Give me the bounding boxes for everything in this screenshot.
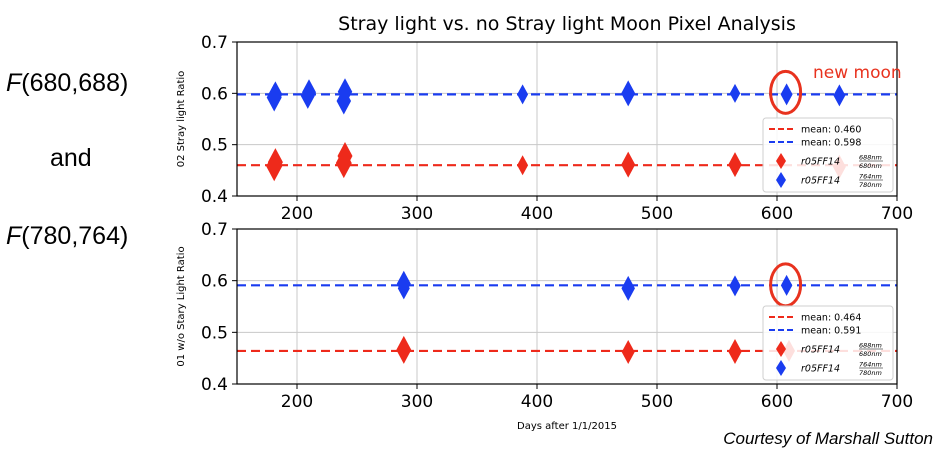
label-func-1: F — [6, 69, 22, 97]
legend-frac-den: 780nm — [859, 369, 882, 377]
legend-label: mean: 0.591 — [801, 326, 861, 337]
data-point-blue — [268, 81, 283, 108]
legend-marker-swatch — [776, 341, 786, 357]
legend-label: r05FF14 — [801, 345, 840, 356]
axes-frame — [236, 228, 898, 385]
label-f-780-764: F(780,764) — [6, 222, 128, 251]
y-tick-label: 0.5 — [201, 136, 228, 156]
legend-marker-swatch — [776, 172, 786, 188]
legend-label: mean: 0.460 — [801, 125, 861, 136]
x-axis-label: Days after 1/1/2015 — [517, 421, 617, 432]
legend-box — [762, 305, 894, 381]
data-point-red — [621, 151, 636, 178]
x-tick-label: 600 — [761, 392, 793, 412]
legend-label: mean: 0.464 — [801, 313, 861, 324]
data-point-blue — [337, 78, 353, 106]
data-point-red — [728, 338, 742, 364]
chart-title: Stray light vs. no Stray light Moon Pixe… — [338, 13, 796, 35]
x-tick-label: 200 — [281, 392, 313, 412]
y-tick-label: 0.4 — [201, 375, 228, 395]
legend-marker-swatch — [776, 153, 786, 169]
data-point-red — [621, 339, 635, 364]
x-tick-label: 300 — [401, 204, 433, 224]
label-args-2: (780,764) — [21, 222, 129, 250]
credit-text: Courtesy of Marshall Sutton — [723, 429, 933, 448]
data-point-red — [517, 155, 529, 176]
legend-frac-den: 680nm — [859, 350, 882, 358]
label-and: and — [50, 144, 92, 172]
data-point-red — [396, 335, 412, 364]
data-point-blue — [302, 79, 316, 106]
x-tick-label: 300 — [401, 392, 433, 412]
legend-frac-den: 680nm — [859, 162, 882, 170]
data-point-blue — [729, 275, 741, 297]
x-tick-label: 200 — [281, 204, 313, 224]
y-tick-label: 0.6 — [201, 272, 228, 292]
legend-frac-num: 764nm — [859, 361, 882, 369]
x-tick-label: 700 — [881, 204, 913, 224]
data-point-blue — [397, 277, 410, 300]
data-point-red — [728, 152, 742, 178]
label-args-1: (680,688) — [21, 69, 129, 97]
x-tick-label: 500 — [641, 204, 673, 224]
data-point-red — [337, 141, 353, 170]
highlight-circle — [769, 69, 803, 115]
legend-label: r05FF14 — [801, 364, 840, 375]
x-tick-label: 500 — [641, 392, 673, 412]
legend-frac-num: 688nm — [859, 154, 882, 162]
data-point-blue — [517, 84, 529, 105]
legend-box — [762, 117, 894, 193]
axes-frame — [236, 41, 898, 197]
data-point-blue — [780, 83, 793, 106]
label-f-680-688: F(680,688) — [6, 69, 128, 98]
legend-label: r05FF14 — [801, 157, 840, 168]
chart-panel-1: 200 300 400 500 600 700 0.4 0.5 0.6 0.7 02 Stray l… — [176, 13, 913, 224]
legend-frac-den: 780nm — [859, 181, 882, 189]
data-point-blue — [780, 274, 793, 296]
y-tick-label: 0.7 — [201, 33, 228, 53]
x-tick-label: 400 — [521, 204, 553, 224]
data-point-blue — [729, 83, 741, 103]
y-tick-label: 0.6 — [201, 84, 228, 104]
y-tick-label: 0.5 — [201, 323, 228, 343]
annotation-new-moon: new moon — [813, 63, 902, 83]
legend-frac-num: 688nm — [859, 342, 882, 350]
data-point-blue — [621, 275, 635, 301]
legend-label: mean: 0.598 — [801, 138, 861, 149]
y-axis-label: 01 w/o Stary Light Ratio — [176, 246, 187, 366]
data-point-blue — [621, 80, 636, 107]
x-tick-label: 600 — [761, 204, 793, 224]
y-tick-label: 0.7 — [201, 220, 228, 240]
y-axis-label: 02 Stray light Ratio — [176, 71, 187, 168]
y-tick-label: 0.4 — [201, 187, 228, 207]
data-point-red — [267, 148, 283, 177]
legend-label: r05FF14 — [801, 176, 840, 187]
chart-panel-2: 200 300 400 500 600 700 0.4 0.5 0.6 0.7 01 w/o Sta… — [176, 220, 913, 432]
data-point-blue — [833, 84, 846, 107]
label-func-2: F — [6, 222, 22, 250]
legend-frac-num: 764nm — [859, 173, 882, 181]
x-tick-label: 400 — [521, 392, 553, 412]
x-tick-label: 700 — [881, 392, 913, 412]
legend-marker-swatch — [776, 360, 786, 376]
